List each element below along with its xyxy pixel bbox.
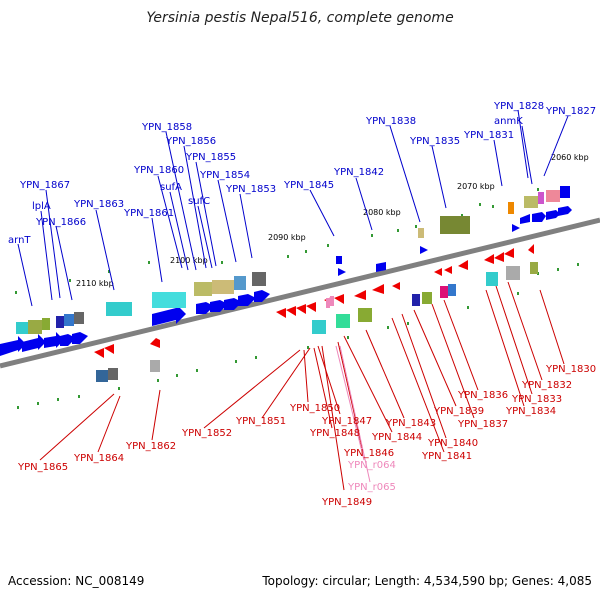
label-ypn1833: YPN_1833	[511, 394, 562, 405]
label-ypn1858: YPN_1858	[141, 122, 192, 133]
bottom-labels: YPN_1865 YPN_1864 YPN_1862 YPN_1852 YPN_…	[17, 364, 596, 508]
label-anmK: anmK	[494, 116, 523, 127]
forward-genes	[0, 206, 572, 356]
label-ypn1861: YPN_1861	[123, 208, 174, 219]
label-ypn1863: YPN_1863	[73, 199, 124, 210]
reverse-genes	[94, 244, 534, 358]
label-ypn1862: YPN_1862	[125, 441, 176, 452]
label-ypn1835: YPN_1835	[409, 136, 460, 147]
tick-marks-top	[15, 188, 539, 294]
label-ypn1842: YPN_1842	[333, 167, 384, 178]
label-ypn1836: YPN_1836	[457, 390, 508, 401]
label-ypn1864: YPN_1864	[73, 453, 124, 464]
rna-labels: YPN_r064 YPN_r065	[347, 460, 396, 493]
label-ypn1834: YPN_1834	[505, 406, 556, 417]
label-arnT: arnT	[8, 235, 31, 246]
label-ypn1828: YPN_1828	[493, 101, 544, 112]
scale-label-2090: 2090 kbp	[268, 233, 306, 242]
label-ypn1852: YPN_1852	[181, 428, 232, 439]
label-ypn1848: YPN_1848	[309, 428, 360, 439]
label-ypn1832: YPN_1832	[521, 380, 572, 391]
label-ypn1839: YPN_1839	[433, 406, 484, 417]
label-ypn1846: YPN_1846	[343, 448, 394, 459]
label-sufA: sufA	[160, 182, 182, 193]
accession-text: Accession: NC_008149	[8, 574, 145, 588]
bottom-leader-lines	[39, 281, 565, 491]
label-ypn1845: YPN_1845	[283, 180, 334, 191]
tick-marks-bottom	[17, 263, 579, 409]
label-ypnr065: YPN_r065	[347, 482, 396, 493]
label-ypn1843: YPN_1843	[385, 418, 436, 429]
label-sufC: sufC	[188, 196, 210, 207]
label-ypn1840: YPN_1840	[427, 438, 478, 449]
top-labels: arnT lplA YPN_1867 YPN_1866 YPN_1863 YPN…	[8, 101, 596, 246]
label-ypn1827: YPN_1827	[545, 106, 596, 117]
label-ypn1856: YPN_1856	[165, 136, 216, 147]
label-ypn1841: YPN_1841	[421, 451, 472, 462]
genome-backbone	[0, 217, 600, 369]
genome-title: Yersinia pestis Nepal516, complete genom…	[146, 10, 454, 26]
top-leader-lines	[17, 109, 569, 307]
scale-label-2070: 2070 kbp	[457, 182, 495, 191]
label-ypn1847: YPN_1847	[321, 416, 372, 427]
scale-label-2110: 2110 kbp	[76, 279, 114, 288]
label-lplA: lplA	[32, 201, 51, 212]
label-ypn1850: YPN_1850	[289, 403, 340, 414]
label-ypn1865: YPN_1865	[17, 462, 68, 473]
label-ypn1854: YPN_1854	[199, 170, 250, 181]
rna-genes	[326, 296, 334, 308]
label-ypnr064: YPN_r064	[347, 460, 396, 471]
label-ypn1837: YPN_1837	[457, 419, 508, 430]
label-ypn1853: YPN_1853	[225, 184, 276, 195]
summary-text: Topology: circular; Length: 4,534,590 bp…	[262, 574, 592, 588]
label-ypn1855: YPN_1855	[185, 152, 236, 163]
scale-label-2100: 2100 kbp	[170, 256, 208, 265]
label-ypn1844: YPN_1844	[371, 432, 422, 443]
label-ypn1830: YPN_1830	[545, 364, 596, 375]
label-ypn1831: YPN_1831	[463, 130, 514, 141]
gene-boxes	[16, 186, 570, 382]
label-ypn1851: YPN_1851	[235, 416, 286, 427]
label-ypn1867: YPN_1867	[19, 180, 70, 191]
label-ypn1866: YPN_1866	[35, 217, 86, 228]
rna-leader-lines	[335, 345, 371, 483]
label-ypn1860: YPN_1860	[133, 165, 184, 176]
label-ypn1838: YPN_1838	[365, 116, 416, 127]
scale-label-2060: 2060 kbp	[551, 153, 589, 162]
scale-label-2080: 2080 kbp	[363, 208, 401, 217]
label-ypn1849: YPN_1849	[321, 497, 372, 508]
